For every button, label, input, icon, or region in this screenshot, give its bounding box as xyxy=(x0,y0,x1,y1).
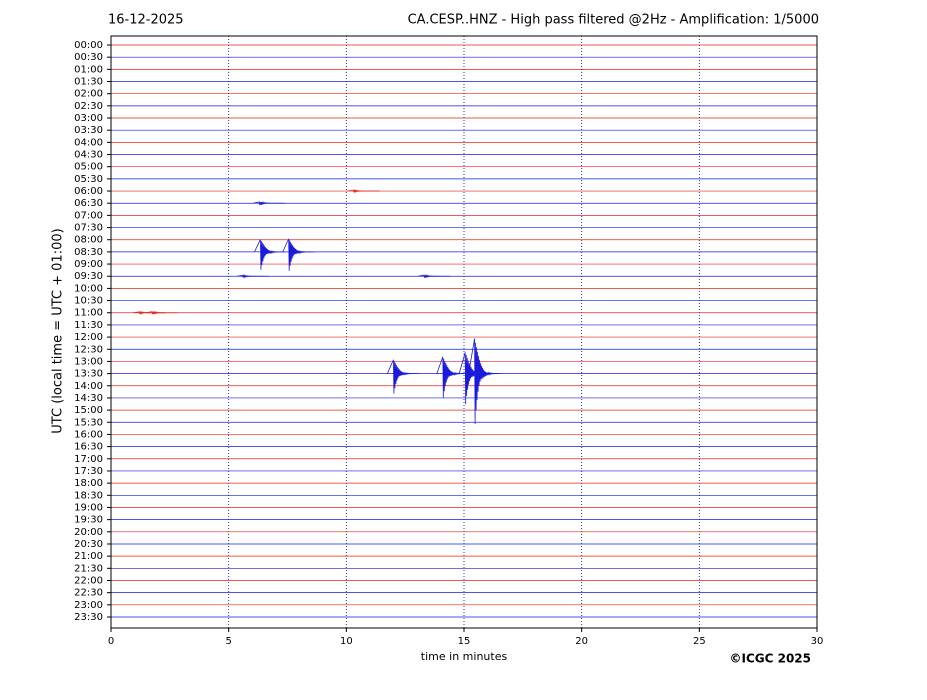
x-tick-label: 0 xyxy=(108,636,114,647)
y-tick-label: 21:00 xyxy=(74,551,103,562)
x-tick-label: 30 xyxy=(811,636,824,647)
plot-frame xyxy=(110,35,818,629)
y-tick-label: 08:00 xyxy=(74,235,103,246)
seismic-event xyxy=(282,238,315,271)
seismic-event xyxy=(468,338,501,425)
y-tick-label: 20:00 xyxy=(74,527,103,538)
x-tick-label: 20 xyxy=(575,636,588,647)
y-tick-label: 14:30 xyxy=(74,393,103,404)
y-tick-label: 03:30 xyxy=(74,125,103,136)
y-tick-label: 09:30 xyxy=(74,271,103,282)
x-axis-label: time in minutes xyxy=(421,650,508,663)
y-tick-label: 19:30 xyxy=(74,515,103,526)
y-tick-label: 11:30 xyxy=(74,320,103,331)
seismic-event xyxy=(417,273,450,279)
chart-title: CA.CESP..HNZ - High pass filtered @2Hz -… xyxy=(408,13,819,28)
y-tick-label: 06:30 xyxy=(74,198,103,209)
seismic-event xyxy=(146,310,179,315)
copyright: ©ICGC 2025 xyxy=(729,652,811,666)
y-tick-label: 01:00 xyxy=(74,64,103,75)
y-tick-label: 04:00 xyxy=(74,137,103,148)
seismic-event xyxy=(347,188,380,194)
y-tick-label: 05:30 xyxy=(74,174,103,185)
y-tick-label: 07:30 xyxy=(74,223,103,234)
y-tick-label: 02:30 xyxy=(74,101,103,112)
x-tick-label: 25 xyxy=(693,636,706,647)
y-tick-label: 00:00 xyxy=(74,40,103,51)
y-tick-label: 18:30 xyxy=(74,490,103,501)
y-tick-label: 16:00 xyxy=(74,429,103,440)
y-tick-label: 07:00 xyxy=(74,210,103,221)
y-tick-label: 17:00 xyxy=(74,454,103,465)
x-tick-label: 10 xyxy=(340,636,353,647)
date-title: 16-12-2025 xyxy=(108,13,184,28)
y-tick-label: 11:00 xyxy=(74,308,103,319)
y-tick-label: 09:00 xyxy=(74,259,103,270)
y-axis-label: UTC (local time = UTC + 01:00) xyxy=(51,228,66,433)
y-tick-label: 10:30 xyxy=(74,296,103,307)
y-tick-label: 13:00 xyxy=(74,356,103,367)
seismic-event xyxy=(436,356,469,398)
y-tick-label: 12:00 xyxy=(74,332,103,343)
y-tick-label: 10:00 xyxy=(74,283,103,294)
y-tick-label: 15:30 xyxy=(74,417,103,428)
y-tick-label: 13:30 xyxy=(74,369,103,380)
seismic-event xyxy=(254,239,287,270)
y-tick-label: 12:30 xyxy=(74,344,103,355)
y-tick-label: 17:30 xyxy=(74,466,103,477)
y-tick-label: 20:30 xyxy=(74,539,103,550)
x-tick-label: 15 xyxy=(458,636,471,647)
y-tick-label: 04:30 xyxy=(74,150,103,161)
y-tick-label: 23:30 xyxy=(74,612,103,623)
y-tick-label: 02:00 xyxy=(74,89,103,100)
y-tick-label: 22:00 xyxy=(74,575,103,586)
seismic-event xyxy=(253,201,286,206)
y-tick-label: 06:00 xyxy=(74,186,103,197)
y-tick-label: 19:00 xyxy=(74,502,103,513)
y-tick-label: 22:30 xyxy=(74,588,103,599)
y-tick-label: 00:30 xyxy=(74,52,103,63)
seismic-event xyxy=(387,359,420,394)
y-tick-label: 23:00 xyxy=(74,600,103,611)
y-tick-label: 16:30 xyxy=(74,442,103,453)
x-tick-label: 5 xyxy=(225,636,231,647)
y-tick-label: 14:00 xyxy=(74,381,103,392)
seismic-event xyxy=(236,273,269,279)
y-tick-label: 18:00 xyxy=(74,478,103,489)
y-tick-label: 05:00 xyxy=(74,162,103,173)
y-tick-label: 03:00 xyxy=(74,113,103,124)
y-tick-label: 01:30 xyxy=(74,77,103,88)
y-tick-label: 15:00 xyxy=(74,405,103,416)
y-tick-label: 21:30 xyxy=(74,563,103,574)
y-tick-label: 08:30 xyxy=(74,247,103,258)
